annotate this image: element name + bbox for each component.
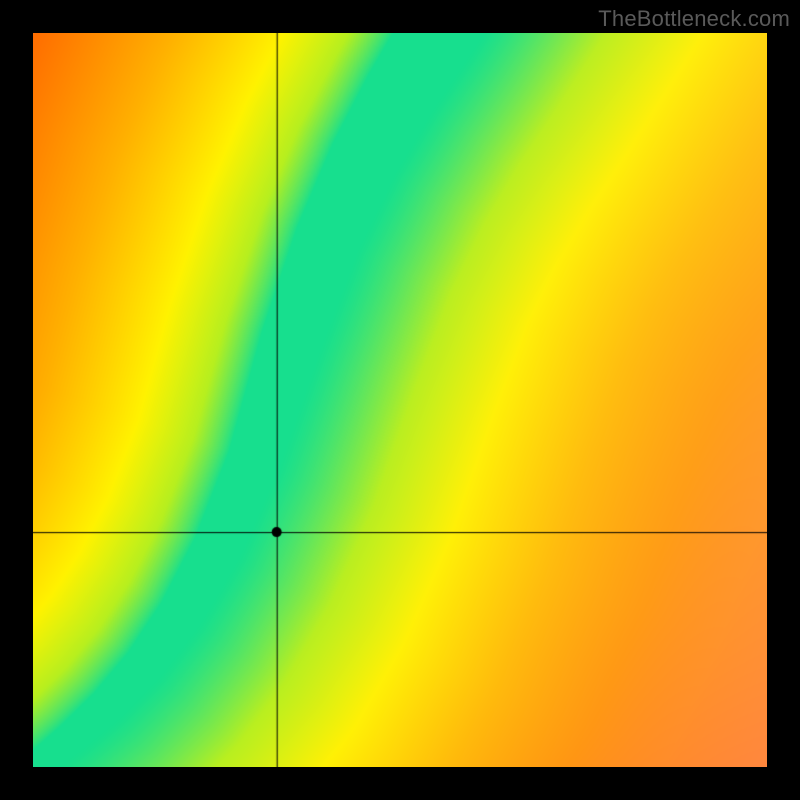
watermark-text: TheBottleneck.com	[598, 6, 790, 32]
chart-frame: TheBottleneck.com	[0, 0, 800, 800]
heatmap-plot	[33, 33, 767, 767]
heatmap-canvas	[33, 33, 767, 767]
